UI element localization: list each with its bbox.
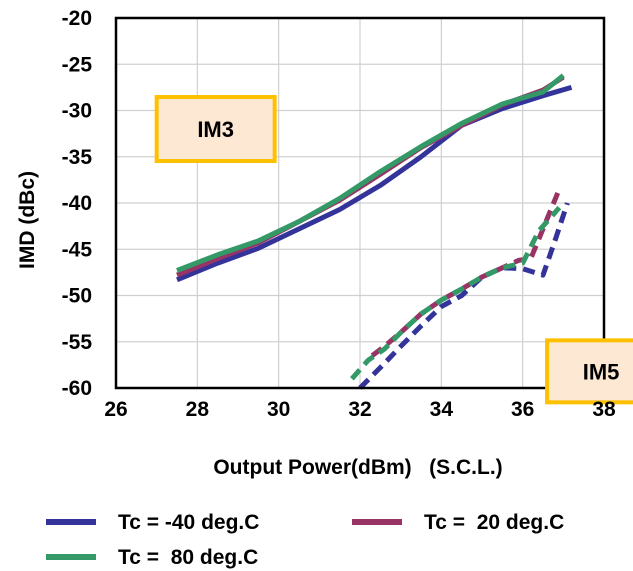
annotation-label: IM5 bbox=[583, 359, 620, 384]
x-tick-labels: 26 28 30 32 34 36 38 bbox=[104, 398, 616, 421]
y-tick-label: -55 bbox=[62, 331, 93, 354]
x-tick-label: 34 bbox=[430, 398, 454, 421]
x-tick-label: 30 bbox=[267, 398, 290, 421]
y-tick-label: -60 bbox=[62, 377, 92, 400]
series-line-im3 bbox=[176, 84, 573, 283]
grid-lines bbox=[115, 17, 605, 389]
series-line-im3 bbox=[176, 73, 565, 273]
y-tick-labels: -20 -25 -30 -35 -40 -45 -50 -55 -60 bbox=[62, 7, 93, 400]
annotation-label: IM3 bbox=[197, 117, 234, 142]
x-tick-label: 32 bbox=[348, 398, 371, 421]
y-tick-label: -35 bbox=[62, 146, 93, 169]
y-tick-label: -30 bbox=[62, 100, 92, 123]
annotation-box bbox=[154, 95, 277, 163]
y-tick-label: -25 bbox=[62, 53, 93, 76]
x-tick-label: 38 bbox=[592, 398, 616, 421]
series-line-im5 bbox=[350, 205, 562, 381]
legend-label: Tc = 80 deg.C bbox=[118, 546, 258, 569]
x-tick-label: 28 bbox=[186, 398, 210, 421]
x-axis-label: Output Power(dBm) (S.C.L.) bbox=[213, 456, 502, 479]
legend-label: Tc = -40 deg.C bbox=[118, 511, 259, 534]
y-axis-label: IMD (dBc) bbox=[16, 171, 39, 269]
y-tick-label: -50 bbox=[62, 285, 92, 308]
series-line-im5 bbox=[358, 202, 570, 390]
plot-frame bbox=[114, 16, 606, 390]
series-layer bbox=[176, 73, 573, 390]
legend-label: Tc = 20 deg.C bbox=[424, 511, 564, 534]
y-tick-label: -20 bbox=[62, 7, 92, 30]
y-tick-label: -45 bbox=[62, 238, 93, 261]
x-tick-label: 26 bbox=[104, 398, 127, 421]
legend: Tc = -40 deg.C Tc = 20 deg.C Tc = 80 deg.C bbox=[46, 511, 564, 569]
annotations: IM3 IM5 bbox=[154, 95, 633, 405]
y-tick-label: -40 bbox=[62, 192, 92, 215]
annotation-box bbox=[545, 338, 633, 405]
x-tick-label: 36 bbox=[511, 398, 534, 421]
